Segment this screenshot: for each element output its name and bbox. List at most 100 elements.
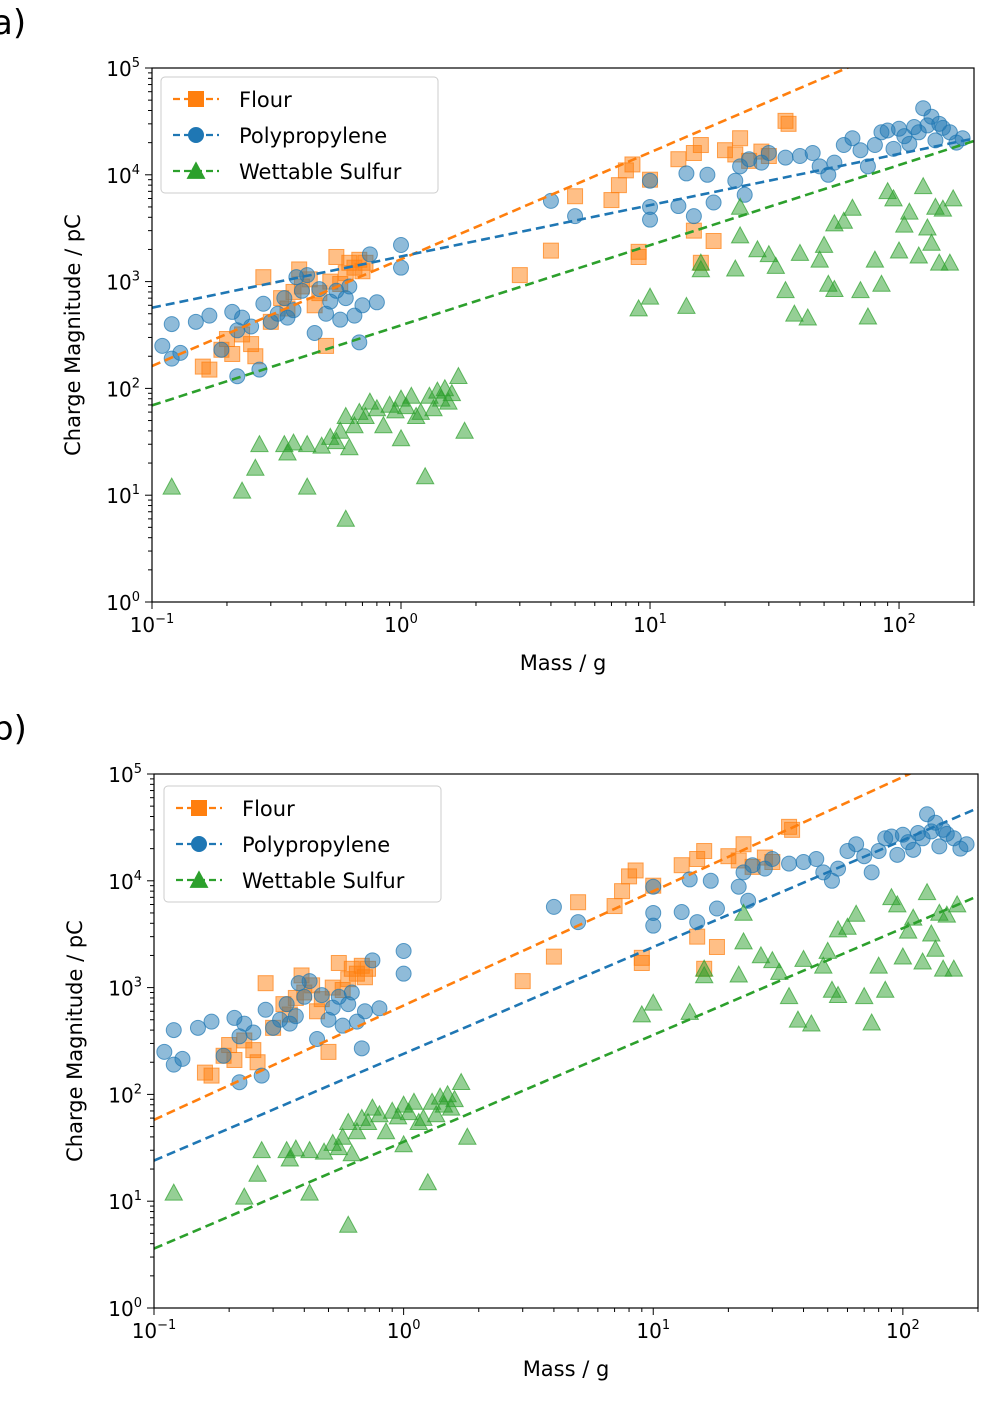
data-point-wettable-sulfur: [399, 1102, 419, 1121]
data-point-wettable-sulfur: [828, 985, 848, 1003]
x-tick-label: 100: [384, 612, 418, 637]
data-point-wettable-sulfur: [694, 965, 714, 984]
data-point-wettable-sulfur: [394, 1134, 414, 1153]
series-polypropylene: [154, 100, 971, 385]
data-point-wettable-sulfur: [909, 245, 929, 264]
y-axis: 100 101 102 103 104 105: [106, 56, 152, 615]
data-point-wettable-sulfur: [884, 188, 903, 207]
data-point-wettable-sulfur: [278, 443, 297, 461]
data-point-polypropylene: [255, 295, 272, 312]
legend-marker-square: [191, 800, 207, 816]
data-point-polypropylene: [287, 1008, 304, 1025]
data-point-wettable-sulfur: [297, 434, 317, 453]
data-point-polypropylene: [808, 851, 825, 867]
x-axis-label: Mass / g: [520, 651, 607, 675]
data-point-flour: [692, 137, 709, 154]
x-axis: 10−1 100 101 102: [130, 602, 975, 637]
data-point-wettable-sulfur: [747, 239, 767, 258]
y-tick-label: 104: [106, 163, 140, 188]
data-point-wettable-sulfur: [312, 436, 332, 454]
data-point-polypropylene: [705, 194, 722, 211]
x-tick-label: 102: [886, 1318, 920, 1343]
data-point-polypropylene: [570, 914, 587, 931]
fit-line-wettable-sulfur: [152, 139, 974, 407]
data-point-wettable-sulfur: [801, 1013, 821, 1032]
data-point-polypropylene: [889, 846, 906, 863]
data-point-wettable-sulfur: [913, 176, 933, 195]
data-point-polypropylene: [852, 142, 869, 159]
data-point-wettable-sulfur: [790, 243, 810, 261]
data-point-wettable-sulfur: [640, 287, 660, 305]
data-point-wettable-sulfur: [788, 1010, 808, 1028]
data-point-wettable-sulfur: [862, 1012, 882, 1031]
data-point-polypropylene: [859, 158, 876, 175]
data-point-wettable-sulfur: [851, 280, 870, 299]
data-point-wettable-sulfur: [894, 215, 914, 233]
legend-item-flour: Flour: [176, 797, 295, 821]
legend-marker-triangle: [189, 870, 209, 888]
data-point-polypropylene: [844, 130, 861, 147]
plot-frame: [151, 67, 975, 603]
data-point-wettable-sulfur: [418, 1172, 438, 1191]
data-point-polypropylene: [165, 1022, 182, 1039]
data-point-wettable-sulfur: [769, 962, 789, 980]
data-point-polypropylene: [301, 973, 318, 990]
data-point-polypropylene: [727, 172, 744, 189]
data-point-wettable-sulfur: [448, 366, 468, 385]
data-point-flour: [320, 1043, 337, 1060]
data-point-polypropylene: [343, 984, 360, 1001]
fit-line-polypropylene: [154, 806, 978, 1162]
data-point-wettable-sulfur: [734, 931, 753, 950]
data-point-wettable-sulfur: [336, 406, 356, 424]
data-point-wettable-sulfur: [889, 240, 909, 259]
series-polypropylene: [156, 806, 975, 1091]
data-point-wettable-sulfur: [899, 202, 919, 220]
data-point-flour: [780, 115, 797, 132]
data-point-wettable-sulfur: [925, 939, 945, 957]
data-point-wettable-sulfur: [854, 986, 874, 1005]
x-axis-label: Mass / g: [523, 1357, 610, 1381]
data-point-flour: [249, 1054, 266, 1071]
data-point-wettable-sulfur: [300, 1183, 320, 1201]
data-point-polypropylene: [245, 1024, 262, 1041]
data-point-polypropylene: [351, 334, 368, 351]
y-tick-label: 103: [108, 976, 142, 1001]
data-point-wettable-sulfur: [245, 458, 265, 476]
data-point-wettable-sulfur: [338, 1112, 358, 1130]
plot-area: [154, 774, 978, 1250]
data-point-wettable-sulfur: [838, 917, 857, 935]
data-point-polypropylene: [642, 172, 659, 189]
data-point-wettable-sulfur: [162, 477, 182, 495]
data-point-polypropylene: [174, 1050, 191, 1067]
data-point-wettable-sulfur: [814, 235, 834, 253]
data-point-wettable-sulfur: [933, 199, 953, 217]
data-point-wettable-sulfur: [314, 1142, 334, 1160]
legend-marker-circle: [191, 836, 207, 852]
legend-label: Wettable Sulfur: [242, 869, 405, 893]
data-point-flour: [542, 242, 559, 259]
data-point-polypropylene: [276, 290, 293, 307]
data-point-wettable-sulfur: [846, 904, 866, 922]
data-point-flour: [673, 857, 690, 874]
data-point-flour: [201, 361, 218, 378]
data-point-wettable-sulfur: [944, 959, 964, 977]
data-point-wettable-sulfur: [401, 386, 421, 404]
data-point-polypropylene: [257, 1001, 274, 1018]
data-point-polypropylene: [760, 144, 777, 161]
data-point-wettable-sulfur: [898, 921, 918, 939]
data-point-wettable-sulfur: [917, 217, 937, 236]
data-point-wettable-sulfur: [164, 1183, 184, 1201]
data-point-polypropylene: [702, 872, 719, 889]
data-point-wettable-sulfur: [457, 1127, 477, 1145]
y-tick-label: 101: [108, 1189, 142, 1214]
legend-item-wettable-sulfur: Wettable Sulfur: [176, 869, 405, 893]
data-point-wettable-sulfur: [396, 396, 416, 415]
data-point-polypropylene: [278, 996, 295, 1013]
data-point-wettable-sulfur: [300, 1140, 320, 1159]
data-point-polypropylene: [371, 1000, 388, 1017]
data-point-wettable-sulfur: [249, 434, 269, 453]
data-point-wettable-sulfur: [234, 1187, 254, 1205]
data-point-polypropylene: [156, 1043, 173, 1060]
